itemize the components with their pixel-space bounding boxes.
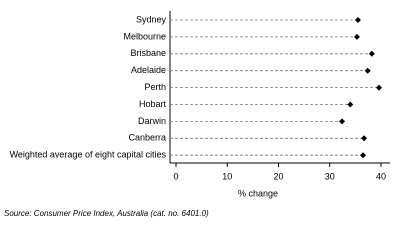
category-label: Hobart — [139, 99, 167, 109]
category-label: Canberra — [128, 133, 166, 143]
category-label: Perth — [144, 82, 166, 92]
category-label: Melbourne — [123, 31, 166, 41]
category-label: Darwin — [138, 116, 166, 126]
x-tick-label: 10 — [222, 171, 232, 181]
chart: % change Source: Consumer Price Index, A… — [4, 11, 390, 218]
x-tick-label: 0 — [173, 171, 178, 181]
category-label: Sydney — [136, 14, 167, 24]
category-label: Brisbane — [130, 48, 166, 58]
dot — [375, 84, 382, 91]
dot — [361, 135, 368, 142]
dot — [368, 50, 375, 57]
x-axis-label: % change — [238, 188, 278, 198]
x-tick-label: 20 — [273, 171, 283, 181]
category-label: Adelaide — [131, 65, 166, 75]
dot — [339, 118, 346, 125]
source-note: Source: Consumer Price Index, Australia … — [4, 209, 209, 218]
dot — [347, 101, 354, 108]
dot — [360, 152, 367, 159]
dot — [353, 33, 360, 40]
x-tick-label: 30 — [325, 171, 335, 181]
x-tick-label: 40 — [376, 171, 386, 181]
category-label: Weighted average of eight capital cities — [10, 150, 167, 160]
dot — [364, 67, 371, 74]
dot — [354, 17, 361, 23]
